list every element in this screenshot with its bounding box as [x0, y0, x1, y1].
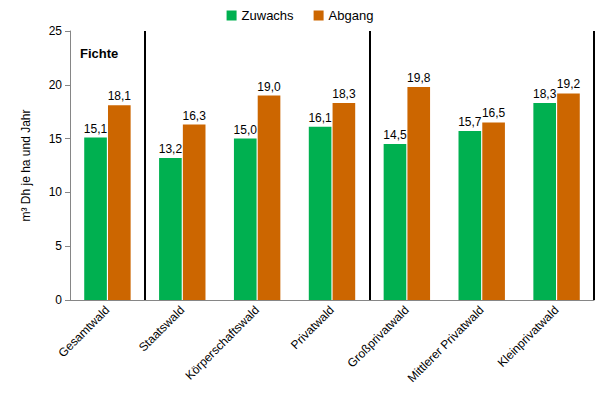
- svg-text:14,5: 14,5: [383, 128, 407, 142]
- svg-text:Staatswald: Staatswald: [136, 303, 187, 354]
- svg-text:19,8: 19,8: [407, 71, 431, 85]
- svg-text:10: 10: [49, 185, 63, 199]
- svg-text:Privatwald: Privatwald: [288, 303, 337, 352]
- svg-text:5: 5: [55, 239, 62, 253]
- svg-text:15: 15: [49, 132, 63, 146]
- svg-text:m³ Dh je ha und Jahr: m³ Dh je ha und Jahr: [19, 109, 33, 221]
- svg-text:25: 25: [49, 24, 63, 38]
- svg-text:18,3: 18,3: [533, 87, 557, 101]
- svg-text:15,7: 15,7: [458, 115, 482, 129]
- svg-text:19,0: 19,0: [257, 80, 281, 94]
- svg-text:15,0: 15,0: [234, 123, 258, 137]
- svg-text:20: 20: [49, 78, 63, 92]
- svg-text:Zuwachs: Zuwachs: [242, 8, 295, 23]
- svg-text:Abgang: Abgang: [329, 8, 374, 23]
- svg-text:Fichte: Fichte: [80, 46, 118, 61]
- svg-text:Körperschaftswald: Körperschaftswald: [182, 303, 262, 383]
- svg-text:Gesamtwald: Gesamtwald: [55, 303, 112, 360]
- svg-text:19,2: 19,2: [557, 77, 581, 91]
- svg-text:18,3: 18,3: [332, 87, 356, 101]
- svg-text:Kleinprivatwald: Kleinprivatwald: [495, 303, 562, 370]
- svg-text:18,1: 18,1: [108, 89, 132, 103]
- svg-text:15,1: 15,1: [84, 122, 108, 136]
- svg-text:0: 0: [55, 293, 62, 307]
- svg-text:13,2: 13,2: [159, 142, 183, 156]
- svg-text:16,5: 16,5: [482, 106, 506, 120]
- svg-text:Mittlerer Privatwald: Mittlerer Privatwald: [405, 303, 487, 385]
- svg-text:Großprivatwald: Großprivatwald: [344, 303, 411, 370]
- svg-text:16,1: 16,1: [308, 111, 332, 125]
- svg-text:16,3: 16,3: [182, 109, 206, 123]
